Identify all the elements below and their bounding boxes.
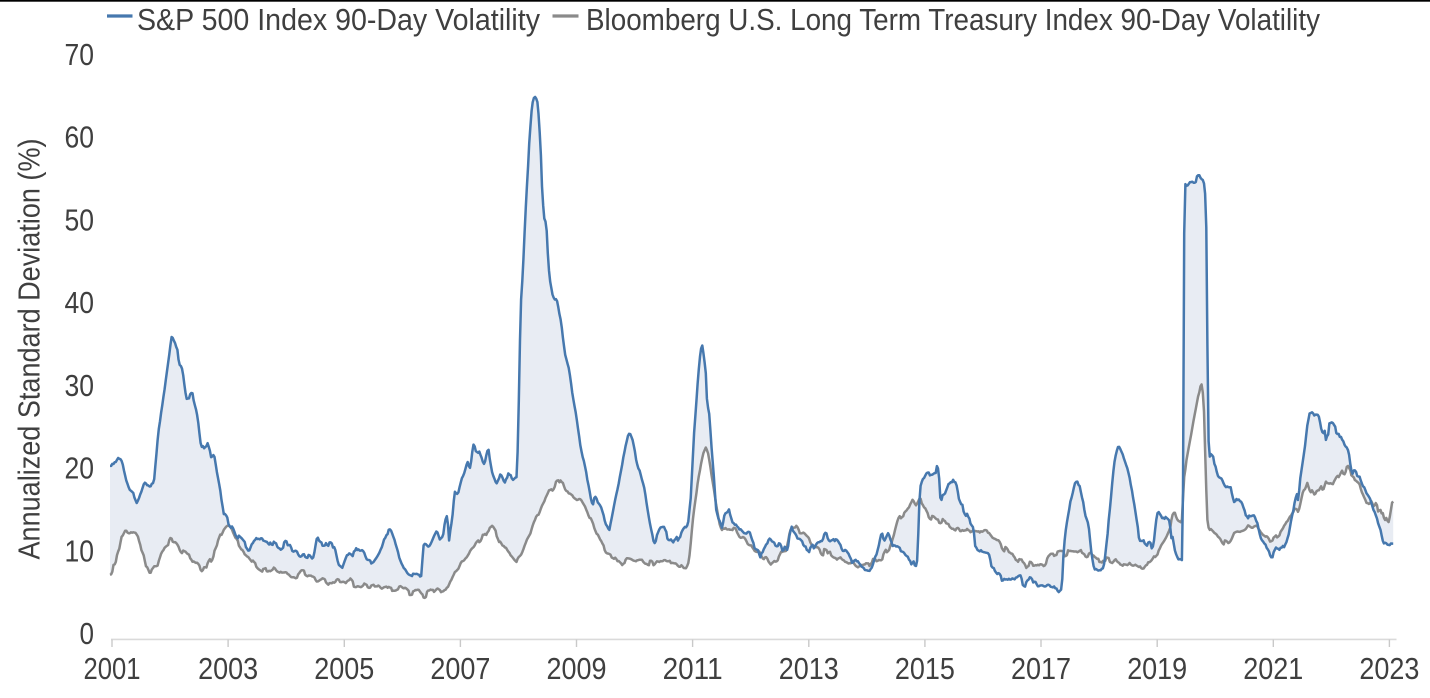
- svg-text:40: 40: [65, 286, 95, 320]
- svg-text:70: 70: [65, 38, 95, 72]
- svg-text:2011: 2011: [663, 652, 723, 686]
- svg-text:30: 30: [65, 369, 95, 403]
- svg-text:10: 10: [65, 534, 95, 568]
- svg-text:Annualized Standard Deviation: Annualized Standard Deviation (%): [13, 139, 47, 560]
- svg-text:2007: 2007: [430, 652, 490, 686]
- svg-text:60: 60: [65, 121, 95, 155]
- svg-text:2013: 2013: [779, 652, 839, 686]
- svg-text:2003: 2003: [198, 652, 258, 686]
- svg-text:20: 20: [65, 452, 95, 486]
- svg-text:2021: 2021: [1243, 652, 1303, 686]
- svg-text:0: 0: [80, 617, 95, 651]
- svg-text:2023: 2023: [1359, 652, 1419, 686]
- svg-text:2005: 2005: [314, 652, 374, 686]
- svg-text:S&P 500 Index 90-Day Volatilit: S&P 500 Index 90-Day Volatility: [137, 3, 541, 37]
- svg-text:Bloomberg U.S. Long Term Treas: Bloomberg U.S. Long Term Treasury Index …: [586, 3, 1321, 37]
- svg-text:2017: 2017: [1011, 652, 1071, 686]
- svg-text:2019: 2019: [1127, 652, 1187, 686]
- svg-text:2015: 2015: [895, 652, 955, 686]
- svg-text:2009: 2009: [547, 652, 607, 686]
- svg-text:2001: 2001: [84, 652, 141, 686]
- svg-text:50: 50: [65, 203, 95, 237]
